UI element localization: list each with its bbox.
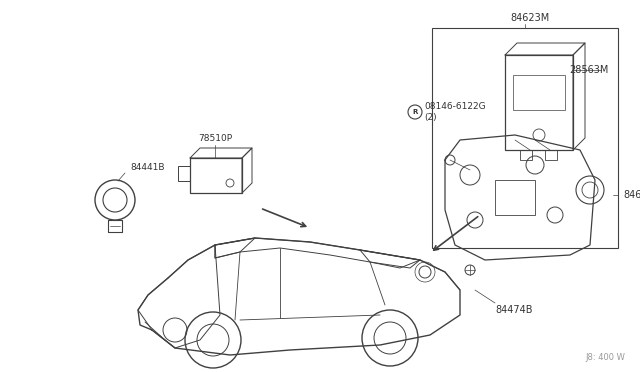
Text: J8: 400 W: J8: 400 W <box>585 353 625 362</box>
Text: 78510P: 78510P <box>198 134 232 143</box>
Text: 28563M: 28563M <box>569 65 609 75</box>
Bar <box>190 158 242 193</box>
Text: R: R <box>412 109 418 115</box>
Bar <box>178 166 190 181</box>
Text: 84441B: 84441B <box>130 163 164 172</box>
Text: 08146-6122G
(2): 08146-6122G (2) <box>424 102 486 122</box>
Bar <box>545 150 557 160</box>
Bar <box>520 150 532 160</box>
Bar <box>432 28 618 248</box>
Text: 84623MA: 84623MA <box>623 190 640 200</box>
Bar <box>495 180 535 215</box>
Bar <box>513 75 565 110</box>
Text: 84623M: 84623M <box>510 13 550 23</box>
Bar <box>505 55 573 150</box>
Text: 84474B: 84474B <box>495 305 532 315</box>
